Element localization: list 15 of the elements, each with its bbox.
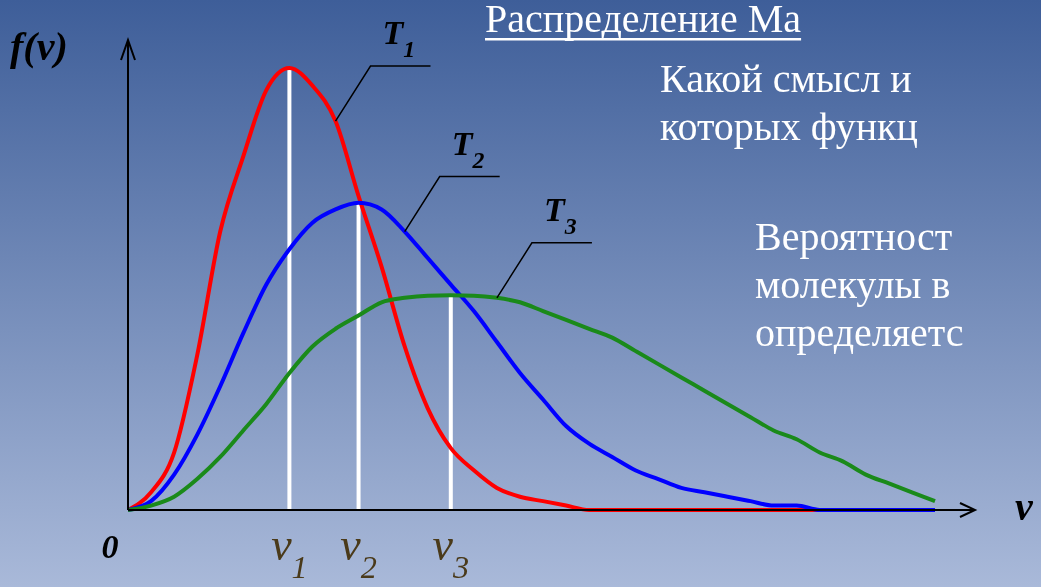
y-axis-title: f(v)	[10, 24, 68, 69]
annotation: которых функц	[660, 104, 918, 149]
annotation: Какой смысл и	[660, 56, 912, 101]
text: v$_{2}$	[340, 519, 377, 585]
annotation: определяетс	[755, 310, 964, 355]
series-label: T$_{3}$	[543, 190, 577, 239]
x-axis-title: v	[1015, 484, 1034, 529]
chart-title: Распределение Ма	[485, 0, 802, 41]
text: T$_{2}$	[451, 124, 485, 173]
text: T$_{1}$	[382, 14, 416, 63]
text: v$_{3}$	[432, 519, 470, 585]
annotation: Вероятност	[755, 214, 953, 259]
text: v$_{1}$	[271, 519, 308, 585]
annotation: молекулы в	[755, 262, 951, 307]
text: 0	[101, 528, 119, 565]
